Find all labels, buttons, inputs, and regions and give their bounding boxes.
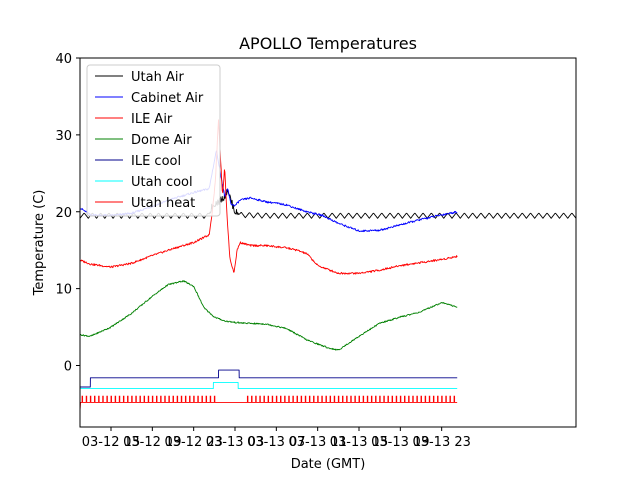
- plot-frame: [79, 57, 577, 428]
- y-tick-label: 0: [64, 360, 72, 375]
- y-tick-label: 40: [55, 52, 72, 67]
- series-line-utah-heat: [80, 395, 458, 403]
- legend-box: [86, 64, 221, 217]
- x-axis-label: Date (GMT): [291, 457, 366, 472]
- legend-label-ile-cool: ILE cool: [131, 154, 181, 169]
- legend-label-cabinet-air: Cabinet Air: [131, 91, 204, 106]
- x-tick-label: 03-12 15: [82, 435, 140, 450]
- x-tick-label: 03-12 19: [123, 435, 181, 450]
- series-line-dome-air: [80, 280, 458, 351]
- legend-label-utah-heat: Utah heat: [131, 196, 195, 211]
- legend-label-utah-cool: Utah cool: [131, 175, 193, 190]
- y-axis-label: Temperature (C): [32, 190, 47, 297]
- x-tick-label: 03-13 19: [371, 435, 429, 450]
- y-tick-label: 10: [55, 283, 72, 298]
- series-line-ile-cool: [80, 369, 458, 388]
- x-tick-label: 03-13 15: [330, 435, 388, 450]
- legend-label-utah-air: Utah Air: [131, 70, 184, 85]
- x-tick-label: 03-13 23: [412, 435, 470, 450]
- series-line-utah-cool: [80, 381, 458, 390]
- x-tick-label: 03-12 23: [164, 435, 222, 450]
- x-tick-label: 03-13 03: [206, 435, 264, 450]
- y-tick-label: 30: [55, 129, 72, 144]
- x-tick-label: 03-13 07: [247, 435, 305, 450]
- legend-label-ile-air: ILE Air: [131, 112, 173, 127]
- x-tick-label: 03-13 11: [288, 435, 346, 450]
- y-tick-label: 20: [55, 206, 72, 221]
- legend-label-dome-air: Dome Air: [131, 133, 192, 148]
- series-line-ile-air: [80, 119, 458, 275]
- chart-title: APOLLO Temperatures: [239, 34, 417, 53]
- legend: Utah Air Cabinet Air ILE Air Dome Air ILE co…: [86, 64, 221, 217]
